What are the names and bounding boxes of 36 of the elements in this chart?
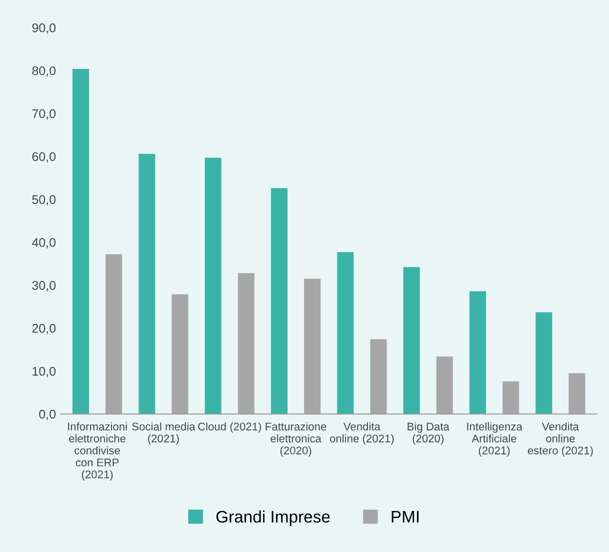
y-tick-label: 70,0: [32, 109, 56, 120]
bar: [106, 254, 122, 414]
y-tick-label: 50,0: [32, 195, 56, 206]
bar: [502, 381, 520, 414]
x-tick-label: Vendita online estero (2021): [528, 422, 593, 457]
legend-label: PMI: [392, 511, 419, 522]
y-tick-label: 60,0: [32, 152, 56, 163]
bar: [304, 278, 321, 414]
bar: [172, 294, 188, 414]
bar: [138, 154, 156, 414]
bar: [238, 273, 254, 414]
bar: [270, 188, 288, 414]
x-tick-label: Fatturazione elettronica (2020): [266, 422, 326, 457]
bar: [536, 312, 552, 414]
x-tick-label: Vendita online (2021): [330, 422, 394, 445]
y-tick-label: 90,0: [32, 23, 56, 34]
legend-label: Grandi Imprese: [216, 510, 330, 526]
x-tick-label: Social media (2021): [132, 422, 196, 445]
bar: [568, 373, 586, 414]
y-tick-label: 0,0: [39, 410, 56, 420]
y-tick-label: 40,0: [32, 238, 56, 248]
x-tick-label: Big Data (2020): [408, 422, 450, 445]
bar: [370, 339, 387, 414]
y-tick-label: 30,0: [32, 281, 56, 292]
bar: [204, 158, 222, 414]
x-tick-label: Intelligenza Artificiale (2021): [467, 422, 522, 457]
y-tick-label: 20,0: [32, 324, 56, 334]
y-tick-label: 80,0: [32, 66, 56, 77]
x-tick-label: Cloud (2021): [198, 422, 262, 433]
bar: [72, 68, 90, 414]
bar: [436, 356, 453, 414]
bar: [403, 267, 420, 414]
x-tick-label: Informazioni elettroniche condivise con ERP (2021): [68, 422, 127, 481]
bar: [337, 252, 354, 414]
y-tick-label: 10,0: [32, 366, 56, 378]
bar: [469, 291, 486, 414]
